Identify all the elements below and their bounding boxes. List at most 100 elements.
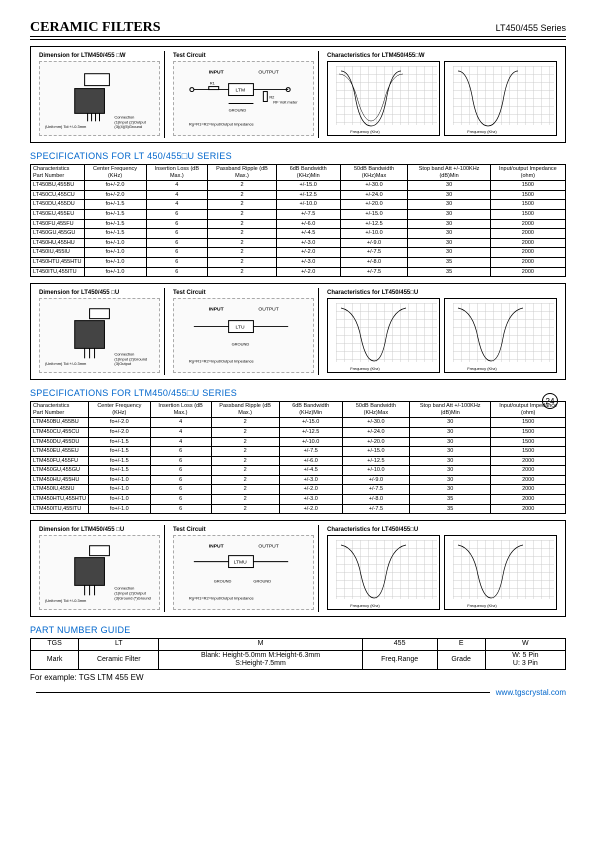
table-cell: 35: [410, 495, 491, 505]
table-cell: fo+/-2.0: [84, 181, 146, 191]
table-cell: 6: [146, 238, 208, 248]
table-cell: 6: [146, 209, 208, 219]
table-cell: fo+/-1.0: [84, 267, 146, 277]
table-cell: +/-15.0: [276, 181, 340, 191]
pg-cell: LT: [79, 639, 159, 650]
svg-text:GROUND: GROUND: [232, 342, 250, 347]
test-circuit-diagram: INPUT OUTPUT LTU GROUND Rg=R1=R2=Input/O…: [173, 298, 314, 373]
table-cell: LTM450EU,455EU: [31, 447, 89, 457]
test-circuit-diagram: INPUT OUTPUT LTM R1 R2 RF Volt meter GRO…: [173, 61, 314, 136]
col-header: Insertion Loss (dB Max.): [150, 402, 211, 418]
col-header: Center Frequency (KHz): [84, 165, 146, 181]
table-cell: LTM450BU,455BU: [31, 418, 89, 428]
table-cell: fo+/-1.0: [89, 495, 150, 505]
col-header: 6dB Bandwidth (KHz)Min: [276, 165, 340, 181]
table-cell: 4: [146, 200, 208, 210]
table-cell: LT450ITU,455ITU: [31, 267, 85, 277]
panel-title: Characteristics for LT450/455□U: [327, 290, 557, 296]
table-cell: +/-2.0: [276, 248, 340, 258]
table-cell: LTM450HTU,455HTU: [31, 495, 89, 505]
table-cell: fo+/-1.0: [84, 248, 146, 258]
svg-text:Rg=R1=R2=Input/Output Impedanc: Rg=R1=R2=Input/Output Impedance: [189, 121, 255, 126]
pg-cell: Ceramic Filter: [79, 650, 159, 670]
table-cell: +/-10.0: [342, 466, 409, 476]
response-chart-left: Frequency (Khz): [327, 298, 440, 373]
svg-text:Rg=R1=R2=Input/Output Impedanc: Rg=R1=R2=Input/Output Impedance: [189, 358, 255, 363]
table-cell: 35: [410, 504, 491, 514]
table-cell: 2: [208, 267, 277, 277]
table-row: LTM450ITU,455ITUfo+/-1.062+/-2.0+/-7.535…: [31, 504, 566, 514]
table-cell: 2: [211, 504, 279, 514]
table-cell: +/-3.0: [276, 238, 340, 248]
table-row: LT450HTU,455HTUfo+/-1.062+/-3.0+/-8.0352…: [31, 257, 566, 267]
svg-text:(3)Output: (3)Output: [114, 361, 132, 366]
table-cell: 2: [208, 181, 277, 191]
table-cell: fo+/-2.0: [84, 190, 146, 200]
table-cell: 6: [146, 229, 208, 239]
pg-cell: Mark: [31, 650, 79, 670]
table-cell: 2: [208, 248, 277, 258]
table-cell: 2000: [490, 219, 565, 229]
dimension-panel-1: Dimension for LTM450/455 □W (Unit:mm) To…: [35, 51, 165, 138]
table-row: LT450FU,455FUfo+/-1.562+/-6.0+/-12.53020…: [31, 219, 566, 229]
table-cell: 30: [408, 238, 490, 248]
table-cell: 2000: [491, 456, 566, 466]
dimension-diagram: (Unit:mm) Tol:+/-0.3mm Connection (1)Inp…: [39, 535, 160, 610]
response-chart-right: Frequency (Khz): [444, 298, 557, 373]
table-cell: LTM450FU,455FU: [31, 456, 89, 466]
char-chart-pair: Frequency (Khz) Frequency (Khz): [327, 61, 557, 136]
panel-title: Test Circuit: [173, 53, 314, 59]
table-cell: 6: [150, 456, 211, 466]
table-cell: 2000: [491, 495, 566, 505]
table-cell: 4: [146, 181, 208, 191]
table-cell: 2: [208, 209, 277, 219]
table-cell: 2: [208, 219, 277, 229]
table-cell: +/-7.5: [279, 447, 342, 457]
test-circuit-diagram: INPUT OUTPUT LTMU GROUND GROUND Rg=R1=R2…: [173, 535, 314, 610]
svg-text:OUTPUT: OUTPUT: [258, 307, 278, 313]
table-cell: 6: [150, 475, 211, 485]
table-cell: +/-7.5: [276, 209, 340, 219]
table-cell: +/-9.0: [342, 475, 409, 485]
table-cell: 6: [150, 495, 211, 505]
dimension-panel-3: Dimension for LTM450/455 □U (Unit:mm) To…: [35, 525, 165, 612]
table-cell: 2: [211, 456, 279, 466]
table-row: LT450ITU,455ITUfo+/-1.062+/-2.0+/-7.5352…: [31, 267, 566, 277]
response-chart-left: Frequency (Khz): [327, 61, 440, 136]
table-cell: fo+/-1.0: [89, 485, 150, 495]
table-row: LT450HU,455HUfo+/-1.062+/-3.0+/-9.030200…: [31, 238, 566, 248]
pg-cell: M: [159, 639, 362, 650]
table-cell: 2: [211, 418, 279, 428]
table-cell: +/-15.0: [279, 418, 342, 428]
svg-text:LTM: LTM: [236, 88, 246, 94]
svg-text:GROUND: GROUND: [214, 579, 232, 584]
table-cell: LT450EU,455EU: [31, 209, 85, 219]
table-cell: +/-10.0: [276, 200, 340, 210]
table-cell: 2000: [491, 466, 566, 476]
table-cell: 2: [208, 190, 277, 200]
dimension-panel-2: Dimension for LT450/455 □U (Unit:mm) Tol…: [35, 288, 165, 375]
panel-title: Test Circuit: [173, 527, 314, 533]
table-row: LTM450HTU,455HTUfo+/-1.062+/-3.0+/-8.035…: [31, 495, 566, 505]
dimension-diagram: (Unit:mm) Tol:+/-0.3mm Connection (1)Inp…: [39, 298, 160, 373]
table-cell: 4: [150, 418, 211, 428]
table-cell: +/-2.0: [279, 485, 342, 495]
table-cell: fo+/-1.5: [84, 209, 146, 219]
panel-row-1: Dimension for LTM450/455 □W (Unit:mm) To…: [30, 46, 566, 143]
dimension-diagram: (Unit:mm) Tol:+/-0.3mm Connection (1)Inp…: [39, 61, 160, 136]
footer-rule: [36, 692, 490, 693]
svg-text:OUTPUT: OUTPUT: [258, 544, 278, 550]
table-cell: fo+/-1.0: [89, 504, 150, 514]
table-cell: +/-7.5: [340, 267, 408, 277]
col-header: Center Frequency (KHz): [89, 402, 150, 418]
table-cell: 2: [211, 466, 279, 476]
characteristics-panel-1: Characteristics for LTM450/455□W Frequen…: [323, 51, 561, 138]
pg-cell: Blank: Height-5.0mm M:Height-6.3mm S:Hei…: [159, 650, 362, 670]
test-circuit-panel-3: Test Circuit INPUT OUTPUT LTMU GROUND GR…: [169, 525, 319, 612]
panel-row-3: Dimension for LTM450/455 □U (Unit:mm) To…: [30, 520, 566, 617]
table-cell: +/-12.5: [340, 219, 408, 229]
table-cell: 6: [146, 219, 208, 229]
col-header: Passband Ripple (dB Max.): [208, 165, 277, 181]
table-cell: +/-8.0: [340, 257, 408, 267]
table-cell: 2: [208, 238, 277, 248]
